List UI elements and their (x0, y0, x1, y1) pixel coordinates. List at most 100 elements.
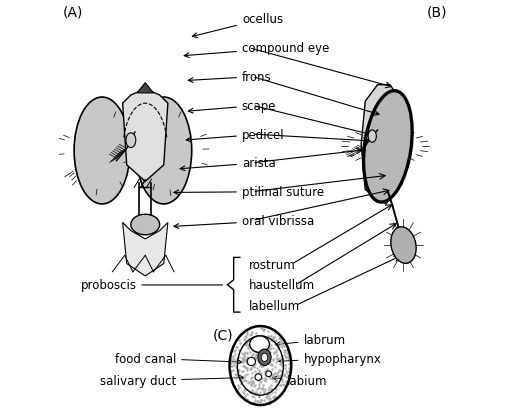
Point (266, 385, 274, 392)
Point (254, 398, 262, 404)
Point (239, 359, 247, 366)
Point (242, 342, 250, 349)
Point (234, 386, 242, 392)
Point (272, 382, 280, 389)
Point (271, 377, 279, 384)
Point (247, 366, 255, 372)
Text: haustellum: haustellum (249, 279, 315, 292)
Point (273, 352, 281, 358)
Point (229, 373, 237, 380)
Point (250, 363, 258, 370)
Point (235, 340, 244, 347)
Ellipse shape (131, 215, 160, 235)
Point (261, 385, 270, 392)
Ellipse shape (258, 349, 271, 366)
Point (280, 349, 289, 356)
Point (254, 380, 263, 387)
Point (283, 370, 291, 377)
Point (244, 338, 253, 344)
Point (267, 366, 276, 373)
Point (254, 385, 263, 392)
Point (280, 347, 288, 353)
Point (239, 335, 248, 342)
Point (255, 377, 263, 384)
Point (284, 365, 293, 372)
Point (280, 371, 288, 378)
Point (262, 337, 270, 344)
Point (257, 349, 266, 356)
Point (256, 373, 264, 379)
Point (239, 388, 247, 395)
Point (281, 361, 289, 368)
Point (231, 372, 240, 379)
Point (260, 388, 268, 395)
Point (272, 355, 280, 362)
Point (248, 370, 256, 376)
Point (243, 390, 252, 397)
Point (273, 370, 281, 377)
Point (257, 370, 265, 377)
Point (268, 373, 277, 379)
Point (254, 370, 263, 377)
Point (250, 363, 258, 370)
Point (269, 371, 278, 377)
Text: ocellus: ocellus (193, 13, 283, 38)
Point (281, 362, 289, 369)
Point (260, 358, 269, 365)
Point (253, 337, 261, 343)
Point (260, 389, 269, 395)
Point (275, 335, 284, 342)
Point (235, 337, 243, 344)
Point (235, 367, 243, 373)
Point (266, 358, 274, 364)
Point (266, 361, 274, 367)
Point (267, 371, 276, 378)
Point (247, 381, 256, 387)
Point (255, 394, 263, 401)
Point (245, 361, 254, 368)
Point (245, 360, 254, 366)
Point (262, 399, 270, 406)
Point (278, 344, 287, 351)
Point (254, 345, 263, 352)
Point (227, 360, 236, 367)
Point (240, 356, 249, 363)
Point (254, 344, 263, 351)
Point (261, 337, 269, 343)
Point (258, 375, 266, 381)
Point (267, 360, 276, 367)
Point (269, 356, 278, 362)
Text: (A): (A) (63, 5, 84, 19)
Point (247, 375, 256, 381)
Point (263, 336, 271, 343)
Point (271, 364, 279, 371)
Point (264, 333, 272, 340)
Point (230, 348, 238, 355)
Point (250, 342, 258, 348)
Point (242, 339, 250, 345)
Point (243, 339, 251, 346)
Point (256, 389, 264, 395)
Point (270, 370, 279, 376)
Point (258, 359, 267, 366)
Point (241, 337, 249, 344)
Point (230, 362, 238, 368)
Point (241, 357, 250, 364)
Point (258, 386, 266, 392)
Point (271, 394, 279, 401)
Point (243, 380, 252, 386)
Point (268, 362, 276, 368)
Point (277, 374, 286, 381)
Point (267, 372, 276, 379)
Point (266, 345, 275, 352)
Point (273, 345, 282, 351)
Point (227, 368, 235, 375)
Point (257, 363, 265, 370)
Point (234, 366, 242, 373)
Point (239, 363, 248, 370)
Text: (C): (C) (213, 328, 234, 342)
Point (268, 336, 277, 342)
Point (248, 356, 257, 363)
Point (267, 386, 275, 393)
Point (285, 368, 294, 374)
